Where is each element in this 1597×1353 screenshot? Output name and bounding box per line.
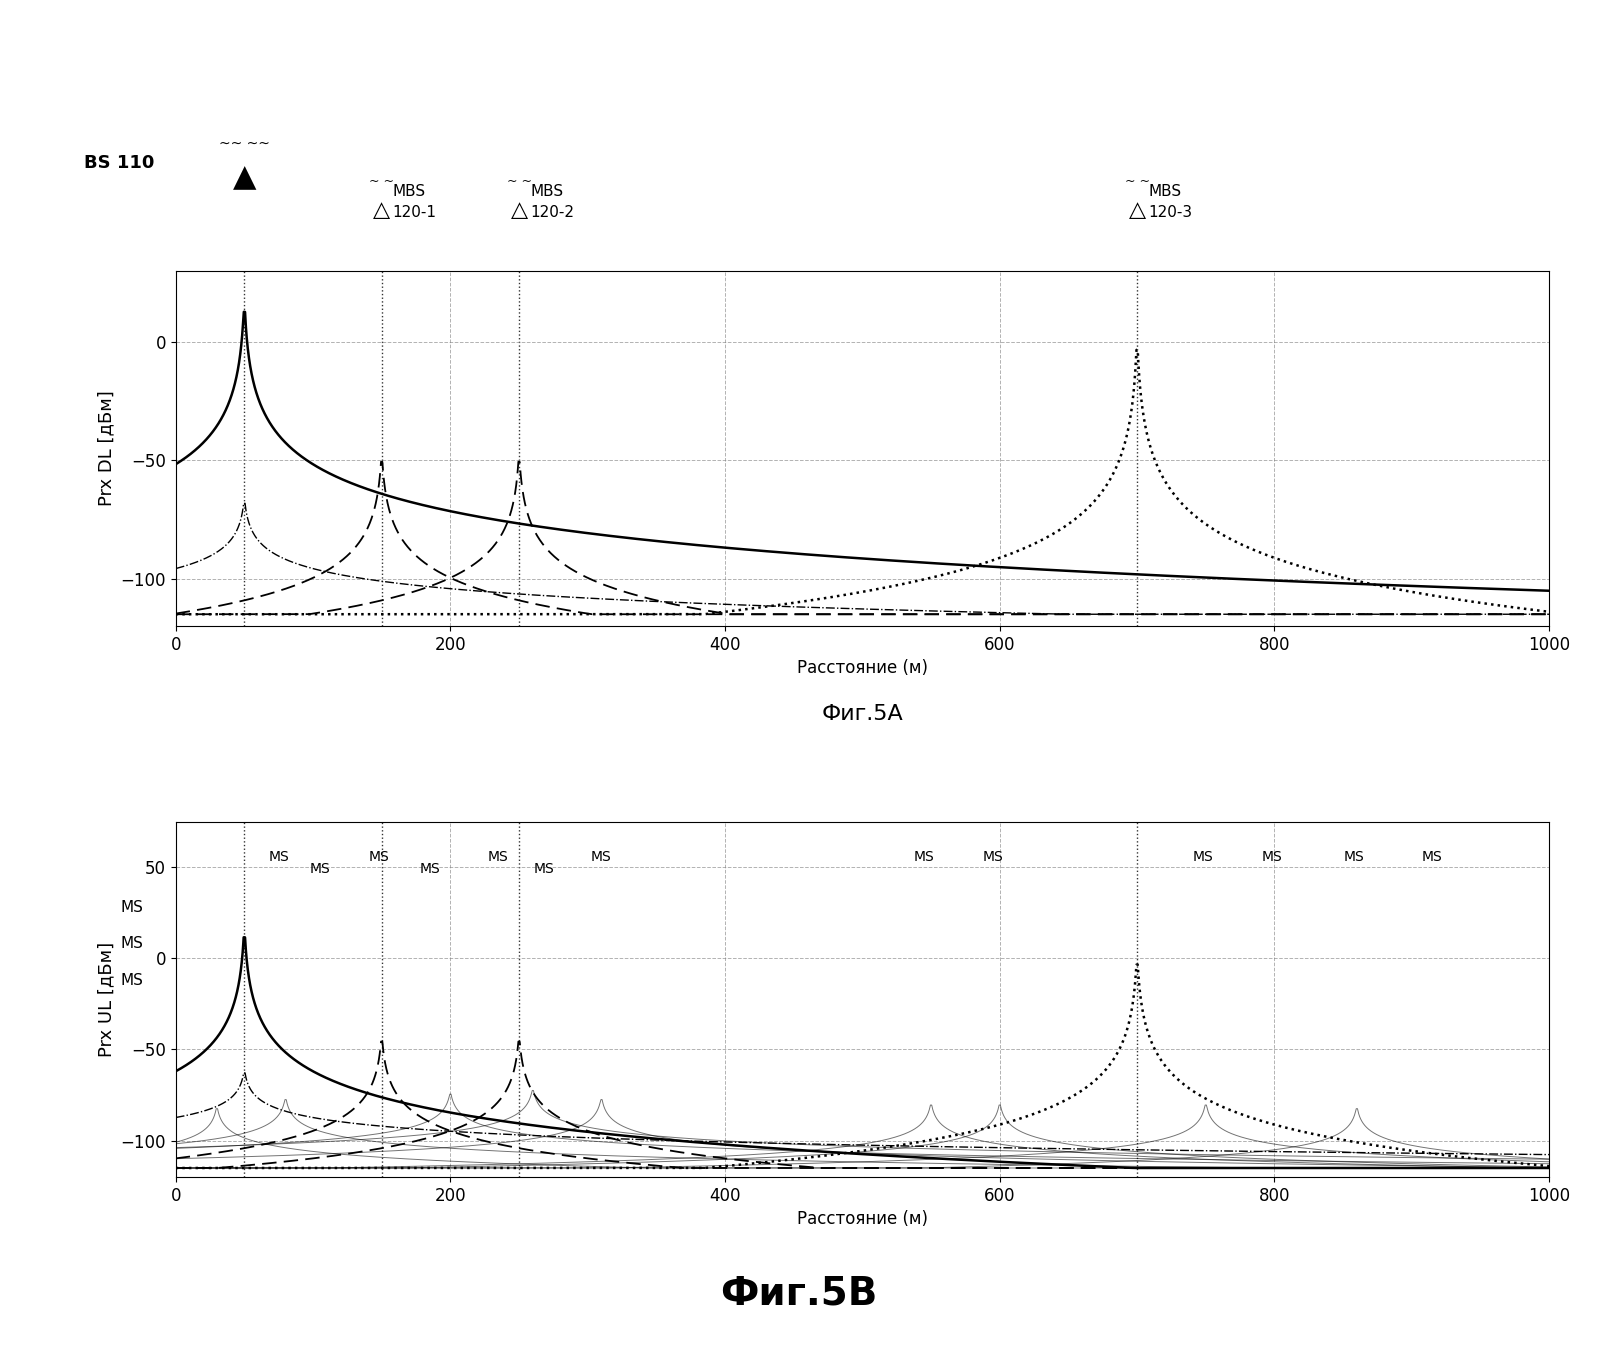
Text: MBS: MBS (393, 184, 426, 199)
Text: BS 110: BS 110 (83, 153, 153, 172)
Text: 120-1: 120-1 (393, 206, 438, 221)
Text: ~ ~: ~ ~ (506, 175, 532, 188)
Text: △: △ (511, 200, 527, 221)
Text: ▲: ▲ (233, 164, 256, 192)
Text: MS: MS (121, 973, 144, 988)
Text: MS: MS (369, 850, 390, 863)
Text: MS: MS (591, 850, 612, 863)
Text: MS: MS (1193, 850, 1214, 863)
Text: △: △ (1129, 200, 1145, 221)
Text: MS: MS (121, 936, 144, 951)
Text: ~ ~: ~ ~ (1124, 175, 1150, 188)
X-axis label: Расстояние (м): Расстояние (м) (797, 659, 928, 678)
Text: MS: MS (489, 850, 509, 863)
Text: MS: MS (982, 850, 1003, 863)
Text: Фиг.5В: Фиг.5В (720, 1275, 877, 1312)
Y-axis label: Prx DL [дБм]: Prx DL [дБм] (97, 391, 115, 506)
Text: MS: MS (1262, 850, 1282, 863)
Text: MBS: MBS (1148, 184, 1182, 199)
Y-axis label: Prx UL [дБм]: Prx UL [дБм] (97, 942, 115, 1057)
Text: MS: MS (420, 862, 441, 877)
Text: MS: MS (121, 900, 144, 915)
Text: MS: MS (1343, 850, 1364, 863)
Text: MS: MS (1421, 850, 1442, 863)
Text: MS: MS (533, 862, 554, 877)
Text: MS: MS (913, 850, 934, 863)
Text: 120-3: 120-3 (1148, 206, 1193, 221)
Text: MS: MS (268, 850, 289, 863)
Text: △: △ (374, 200, 390, 221)
X-axis label: Расстояние (м): Расстояние (м) (797, 1211, 928, 1229)
Text: Фиг.5А: Фиг.5А (821, 705, 904, 724)
Text: MBS: MBS (530, 184, 564, 199)
Text: ~~ ~~: ~~ ~~ (219, 137, 270, 150)
Text: MS: MS (310, 862, 331, 877)
Text: ~ ~: ~ ~ (369, 175, 394, 188)
Text: 120-2: 120-2 (530, 206, 575, 221)
